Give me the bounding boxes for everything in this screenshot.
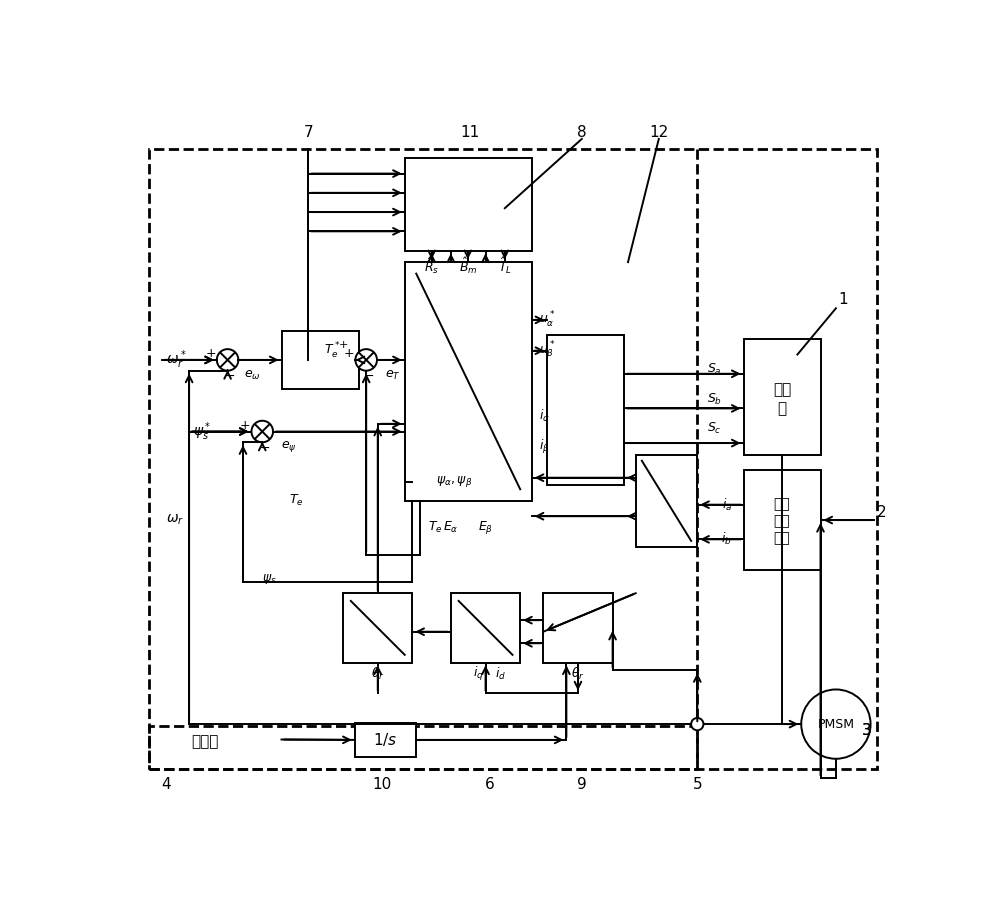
Text: +: + [339,340,349,350]
Text: 检测: 检测 [774,514,790,529]
Text: 9: 9 [577,777,587,792]
Text: $e_\psi$: $e_\psi$ [281,440,296,454]
Text: 3: 3 [862,723,872,738]
Text: 处理器: 处理器 [191,734,218,750]
Text: $\omega_r^*$: $\omega_r^*$ [166,349,187,371]
Text: 6: 6 [485,777,494,792]
Bar [405,262,532,501]
Text: $u_\alpha^*$: $u_\alpha^*$ [539,310,556,330]
Text: $1/s$: $1/s$ [373,732,398,749]
Text: 8: 8 [577,125,587,141]
Circle shape [355,349,377,370]
Text: $e_\omega$: $e_\omega$ [244,369,261,382]
Text: 电路: 电路 [774,532,790,545]
Text: $\theta_r$: $\theta_r$ [571,666,585,682]
Bar [744,339,820,455]
Text: $\omega_r$: $\omega_r$ [166,513,184,527]
Bar [355,723,416,757]
Text: +: + [240,419,251,432]
Circle shape [691,718,703,731]
Text: −: − [225,370,235,383]
Text: PMSM: PMSM [817,717,854,731]
Text: $i_\beta$: $i_\beta$ [539,438,550,456]
Text: $i_\alpha$: $i_\alpha$ [539,408,551,424]
Circle shape [217,349,238,370]
Text: $\hat{B}_m$: $\hat{B}_m$ [459,256,477,276]
Text: 4: 4 [161,777,171,792]
Text: $\hat{R}_s$: $\hat{R}_s$ [424,256,439,276]
Text: 逆变: 逆变 [773,382,791,396]
Text: $\theta_r$: $\theta_r$ [371,666,385,682]
Text: 5: 5 [692,777,702,792]
Text: $T_e^*$: $T_e^*$ [324,341,341,360]
Bar [149,149,877,769]
Bar [451,593,520,662]
Text: $S_c$: $S_c$ [707,421,721,436]
Text: $\hat{T}_L$: $\hat{T}_L$ [498,256,512,276]
Bar [149,726,697,769]
Text: $u_\beta^*$: $u_\beta^*$ [539,340,556,361]
Text: $T_e$: $T_e$ [428,520,443,535]
Text: 3: 3 [862,723,872,738]
Text: −: − [259,442,270,455]
Bar [744,470,820,570]
Text: 12: 12 [649,125,668,141]
Text: $E_\alpha$: $E_\alpha$ [443,520,459,535]
Text: $\psi_\alpha,\psi_\beta$: $\psi_\alpha,\psi_\beta$ [436,474,472,489]
Text: $i_b$: $i_b$ [721,532,732,548]
Text: $e_T$: $e_T$ [385,369,400,382]
Text: 信号: 信号 [774,497,790,512]
Text: $S_b$: $S_b$ [707,392,722,406]
Bar [543,593,613,662]
Bar [282,332,358,389]
Text: $i_d$: $i_d$ [495,666,506,682]
Circle shape [801,689,871,759]
Text: 11: 11 [461,125,480,141]
Text: $\psi_s^*$: $\psi_s^*$ [193,420,211,442]
Text: 10: 10 [372,777,391,792]
Text: $i_q$: $i_q$ [473,665,483,683]
Text: −: − [363,370,374,383]
Text: $i_a$: $i_a$ [722,496,732,513]
Text: 1: 1 [839,292,848,306]
Circle shape [251,421,273,442]
Text: $T_e$: $T_e$ [289,493,304,508]
Bar [405,159,532,250]
Text: +: + [205,347,216,360]
Text: 2: 2 [877,505,887,520]
Text: $S_a$: $S_a$ [707,362,721,378]
Bar [547,335,624,486]
Bar [636,455,697,547]
Text: 7: 7 [304,125,313,141]
Text: $\psi_s$: $\psi_s$ [262,572,277,587]
Text: $E_\beta$: $E_\beta$ [478,519,493,536]
Text: +: + [344,347,355,360]
Text: 器: 器 [777,401,787,416]
Bar [343,593,412,662]
